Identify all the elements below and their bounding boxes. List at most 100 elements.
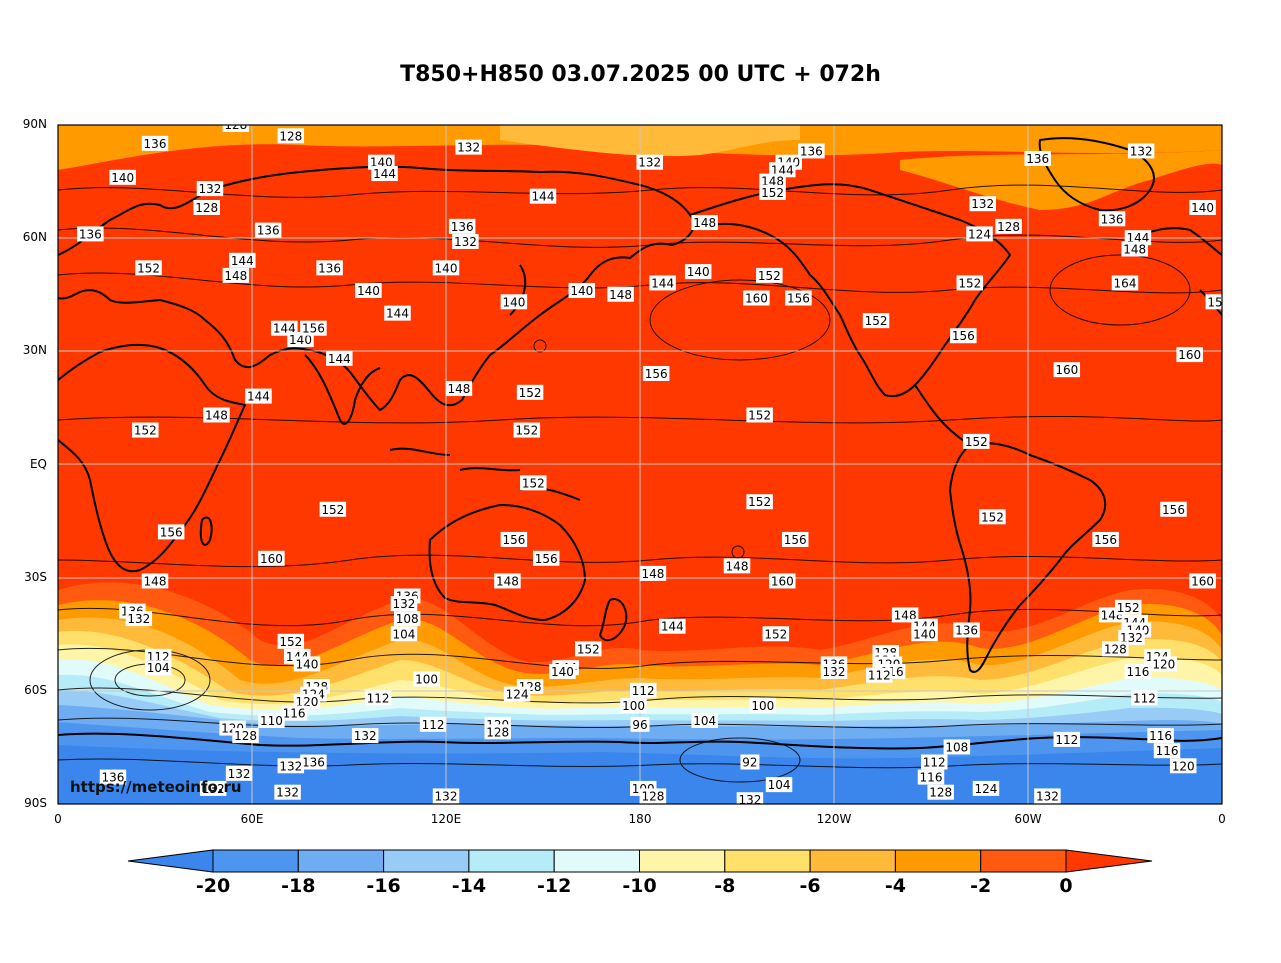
contour-label: 128 (1102, 641, 1129, 657)
colorbar-tick-label: -12 (537, 875, 572, 897)
contour-label-text: 132 (393, 597, 416, 611)
contour-label: 156 (642, 365, 670, 381)
contour-label-text: 136 (451, 220, 474, 234)
contour-label: 140 (549, 663, 576, 679)
contour-label: 152 (963, 433, 990, 449)
contour-label: 112 (1053, 731, 1081, 747)
contour-label: 116 (1147, 728, 1174, 744)
contour-label: 160 (258, 550, 285, 566)
contour-label: 104 (144, 660, 172, 676)
contour-label: 140 (293, 656, 321, 672)
contour-label-text: 92 (742, 756, 757, 770)
contour-label: 144 (245, 388, 272, 404)
contour-label: 160 (743, 290, 770, 306)
contour-label: 100 (749, 697, 777, 713)
contour-label: 152 (762, 626, 790, 642)
contour-label: 152 (277, 633, 305, 649)
contour-label-text: 112 (367, 691, 390, 705)
lat-tick-label: 90S (24, 796, 47, 810)
contour-label: 132 (196, 181, 224, 197)
contour-label-text: 152 (522, 476, 545, 490)
colorbar-tick-label: -16 (366, 875, 401, 897)
contour-label-text: 132 (1036, 789, 1059, 803)
contour-label-text: 156 (302, 322, 325, 336)
contour-label-text: 152 (965, 435, 988, 449)
colorbar-tick-label: -20 (195, 875, 231, 897)
contour-label-text: 112 (632, 684, 655, 698)
contour-label: 136 (77, 226, 104, 242)
lat-tick-label: 30N (22, 343, 47, 358)
colorbar-tick-label: 0 (1059, 875, 1073, 897)
contour-label: 152 (759, 184, 786, 200)
contour-label-text: 128 (1104, 642, 1127, 656)
contour-label-text: 136 (257, 224, 280, 238)
contour-label-text: 140 (296, 657, 319, 671)
contour-label-text: 152 (279, 635, 302, 649)
contour-label: 152 (746, 407, 773, 423)
contour-label-text: 152 (515, 424, 538, 438)
contour-label-text: 140 (913, 627, 936, 641)
lat-tick-label: 30S (24, 569, 47, 584)
contour-label-text: 128 (486, 725, 509, 739)
contour-label: 132 (390, 596, 418, 612)
contour-label-text: 160 (260, 552, 283, 566)
contour-label-text: 136 (800, 144, 823, 158)
contour-label-text: 112 (422, 718, 445, 732)
contour-label-text: 116 (283, 706, 306, 720)
contour-label: 152 (575, 641, 602, 657)
contour-label: 136 (316, 260, 343, 276)
contour-label-text: 156 (1094, 533, 1117, 547)
contour-label: 132 (199, 780, 227, 796)
contour-label-text: 144 (661, 620, 684, 634)
contour-label: 96 (630, 716, 650, 732)
contour-label: 120 (1169, 758, 1197, 774)
contour-label: 140 (1189, 199, 1216, 215)
contour-label-text: 156 (535, 552, 558, 566)
source-watermark[interactable]: https://meteoinfo.ru (70, 778, 242, 796)
colorbar-segment (809, 849, 896, 873)
contour-label-text: 100 (415, 673, 438, 687)
contour-label: 156 (1092, 531, 1119, 547)
contour-label-text: 132 (1130, 144, 1153, 158)
contour-label-text: 156 (160, 525, 183, 539)
contour-label: 148 (1121, 241, 1148, 257)
lon-tick-label: 0 (54, 812, 62, 826)
contour-label-text: 132 (638, 156, 661, 170)
contour-label: 152 (1114, 599, 1142, 615)
contour-label-text: 156 (952, 329, 975, 343)
lat-tick-label: 60N (22, 230, 47, 245)
colorbar-arrow-left (127, 849, 214, 873)
contour-label: 128 (193, 199, 220, 215)
contour-label: 156 (532, 550, 560, 566)
contour-label-text: 116 (1126, 665, 1149, 679)
contour-label: 132 (636, 154, 663, 170)
contour-label-text: 140 (435, 261, 458, 275)
contour-label: 156 (300, 320, 327, 336)
contour-label-text: 144 (231, 254, 254, 268)
contour-label: 148 (203, 407, 230, 423)
lat-tick-label: 90N (22, 117, 47, 131)
contour-label: 128 (639, 788, 667, 804)
contour-label: 136 (300, 754, 327, 770)
contour-label: 128 (927, 784, 954, 800)
contour-label: 124 (966, 226, 993, 242)
map-frame (57, 124, 1223, 805)
contour-label: 160 (1053, 362, 1081, 378)
contour-label: 112 (920, 754, 948, 770)
contour-label: 144 (659, 618, 686, 634)
contour-label-text: 140 (111, 171, 134, 185)
contour-label: 116 (1124, 663, 1152, 679)
contour-label: 132 (274, 784, 301, 800)
contour-label: 148 (445, 381, 473, 397)
contour-label-text: 152 (761, 186, 784, 200)
contour-label-text: 140 (289, 333, 312, 347)
contour-label: 148 (222, 267, 250, 283)
contour-label: 110 (258, 713, 285, 729)
contour-label-text: 140 (357, 284, 380, 298)
contour-label: 132 (125, 611, 153, 627)
contour-label: 136 (254, 222, 282, 238)
contour-label: 132 (432, 788, 460, 804)
contour-label: 160 (769, 573, 796, 589)
